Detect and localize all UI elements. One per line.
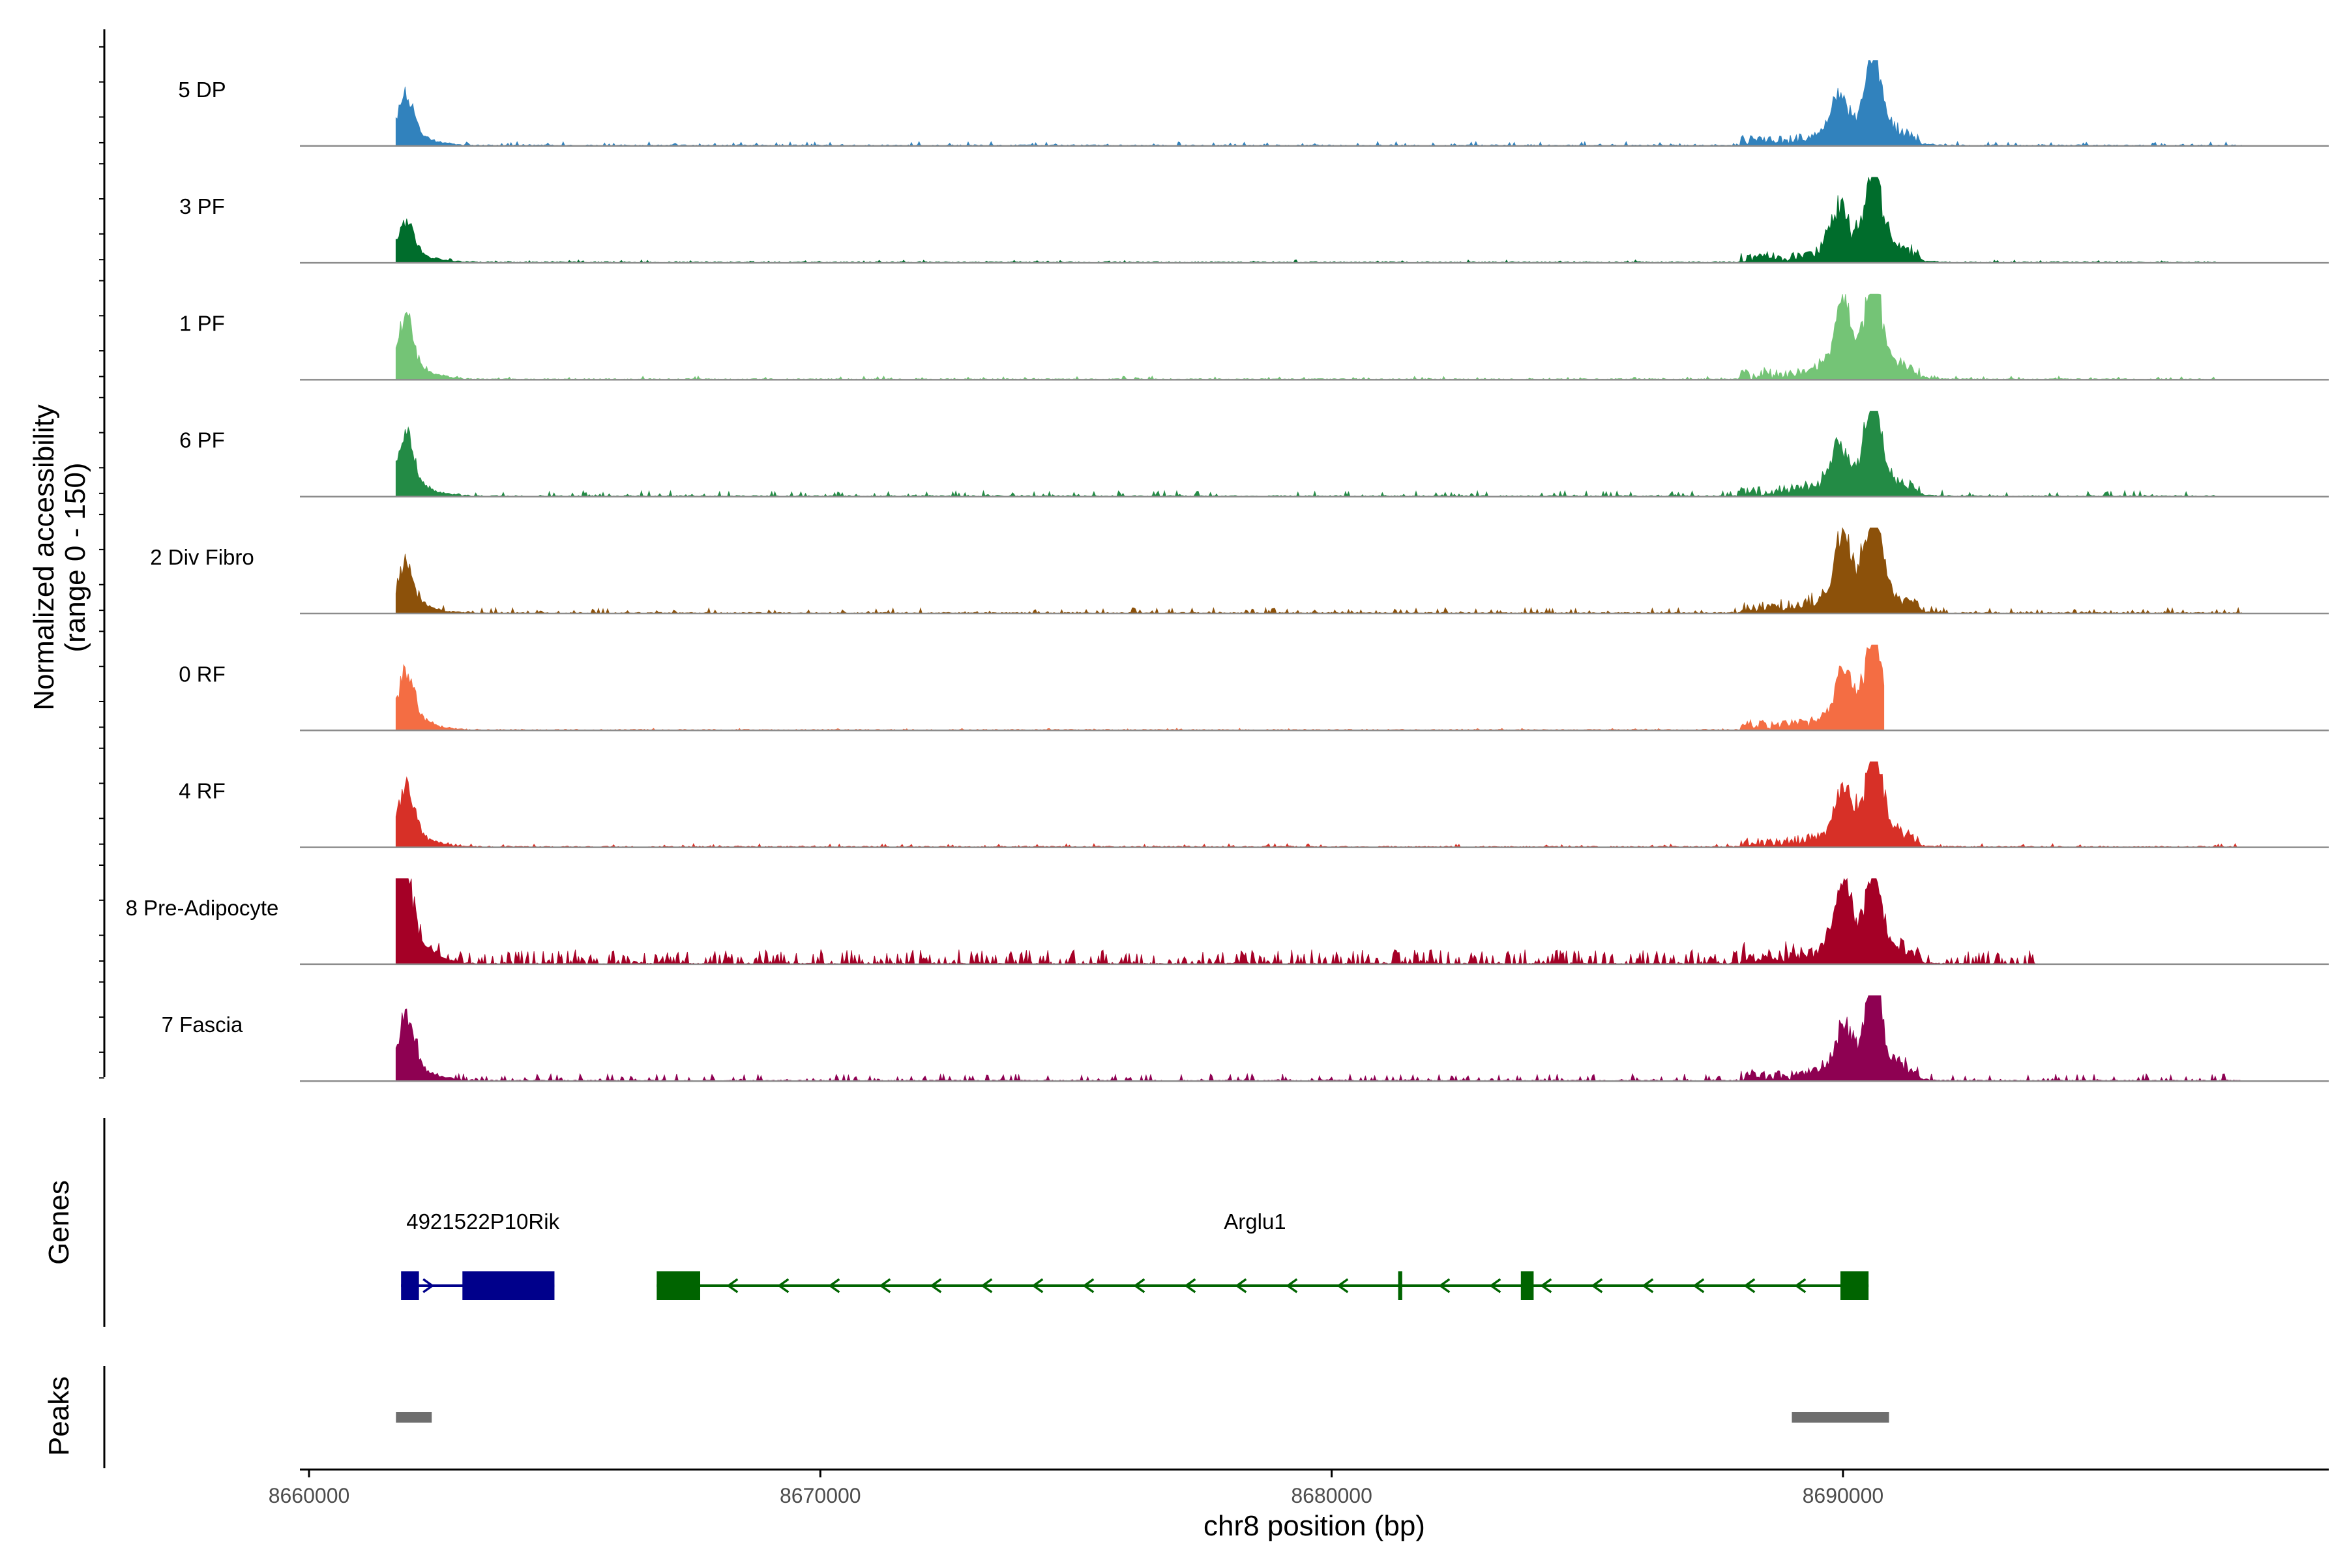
- strand-arrow: [1286, 1278, 1298, 1294]
- track-5: 2 Div Fibro: [150, 527, 2329, 615]
- gene-label: 4921522P10Rik: [406, 1209, 559, 1234]
- strand-arrow: [1794, 1278, 1807, 1294]
- track-label: 5 DP: [178, 78, 226, 102]
- strand-arrow: [1336, 1278, 1349, 1294]
- gene-exon: [1398, 1271, 1402, 1300]
- track-2: 3 PF: [179, 177, 2329, 264]
- strand-arrow: [1489, 1278, 1501, 1294]
- strand-arrow: [1642, 1278, 1654, 1294]
- strand-arrow: [930, 1278, 942, 1294]
- track-label: 2 Div Fibro: [150, 545, 254, 569]
- strand-arrow: [879, 1278, 891, 1294]
- track-8: 8 Pre-Adipocyte: [126, 878, 2329, 966]
- track-label: 7 Fascia: [162, 1013, 243, 1037]
- track-3: 1 PF: [179, 293, 2329, 381]
- strand-arrow: [1743, 1278, 1756, 1294]
- gene-exon: [1520, 1271, 1534, 1300]
- strand-arrow: [777, 1278, 790, 1294]
- strand-arrow: [726, 1278, 739, 1294]
- track-label: 4 RF: [179, 779, 226, 803]
- strand-arrow: [422, 1278, 435, 1294]
- strand-arrow: [1540, 1278, 1552, 1294]
- track-1: 5 DP: [178, 60, 2329, 147]
- x-tick-label: 8670000: [780, 1484, 861, 1507]
- peak-region: [396, 1412, 432, 1423]
- strand-arrow: [828, 1278, 840, 1294]
- peak-regions: [396, 1412, 1889, 1423]
- gene-exon: [657, 1271, 700, 1300]
- y-axis-title: Normalized accessibility: [28, 404, 60, 710]
- track-label: 0 RF: [179, 662, 226, 686]
- track-label: 3 PF: [179, 194, 225, 218]
- genes-panel-title: Genes: [43, 1180, 75, 1265]
- track-6: 0 RF: [179, 644, 2329, 732]
- gene-exon: [1840, 1271, 1869, 1300]
- gene-annotations: 4921522P10Rik Arglu1: [401, 1209, 1869, 1300]
- strand-arrow: [1438, 1278, 1451, 1294]
- strand-arrow: [1692, 1278, 1705, 1294]
- x-tick-label: 8690000: [1803, 1484, 1884, 1507]
- strand-arrow: [1591, 1278, 1603, 1294]
- gene-2: Arglu1: [657, 1209, 1869, 1300]
- gene-exon: [462, 1271, 555, 1300]
- strand-arrow: [1184, 1278, 1196, 1294]
- track-label: 8 Pre-Adipocyte: [126, 896, 279, 920]
- strand-arrow: [1082, 1278, 1095, 1294]
- x-axis-ticks: 8660000 8670000 8680000 8690000: [269, 1470, 1883, 1507]
- y-axis-subtitle: (range 0 - 150): [59, 462, 91, 652]
- strand-arrow: [981, 1278, 993, 1294]
- track-label: 6 PF: [179, 428, 225, 452]
- track-signal: [395, 878, 2038, 966]
- peak-region: [1792, 1412, 1889, 1423]
- peaks-panel-title: Peaks: [43, 1376, 75, 1456]
- coverage-y-ticks: [99, 46, 104, 1079]
- strand-arrow: [1133, 1278, 1145, 1294]
- track-9: 7 Fascia: [162, 995, 2329, 1082]
- track-4: 6 PF: [179, 411, 2329, 497]
- track-label: 1 PF: [179, 311, 225, 335]
- gene-exon: [401, 1271, 419, 1300]
- strand-arrow: [1235, 1278, 1247, 1294]
- gene-label: Arglu1: [1224, 1209, 1286, 1234]
- x-tick-label: 8660000: [269, 1484, 350, 1507]
- strand-arrow: [1031, 1278, 1044, 1294]
- track-7: 4 RF: [179, 762, 2329, 848]
- x-axis-title: chr8 position (bp): [1203, 1510, 1425, 1542]
- coverage-tracks: 5 DP 3 PF 1 PF 6 PF 2 Div Fibro 0 RF 4 RF 8 Pre…: [126, 60, 2329, 1082]
- x-tick-label: 8680000: [1291, 1484, 1372, 1507]
- gene-1: 4921522P10Rik: [401, 1209, 560, 1300]
